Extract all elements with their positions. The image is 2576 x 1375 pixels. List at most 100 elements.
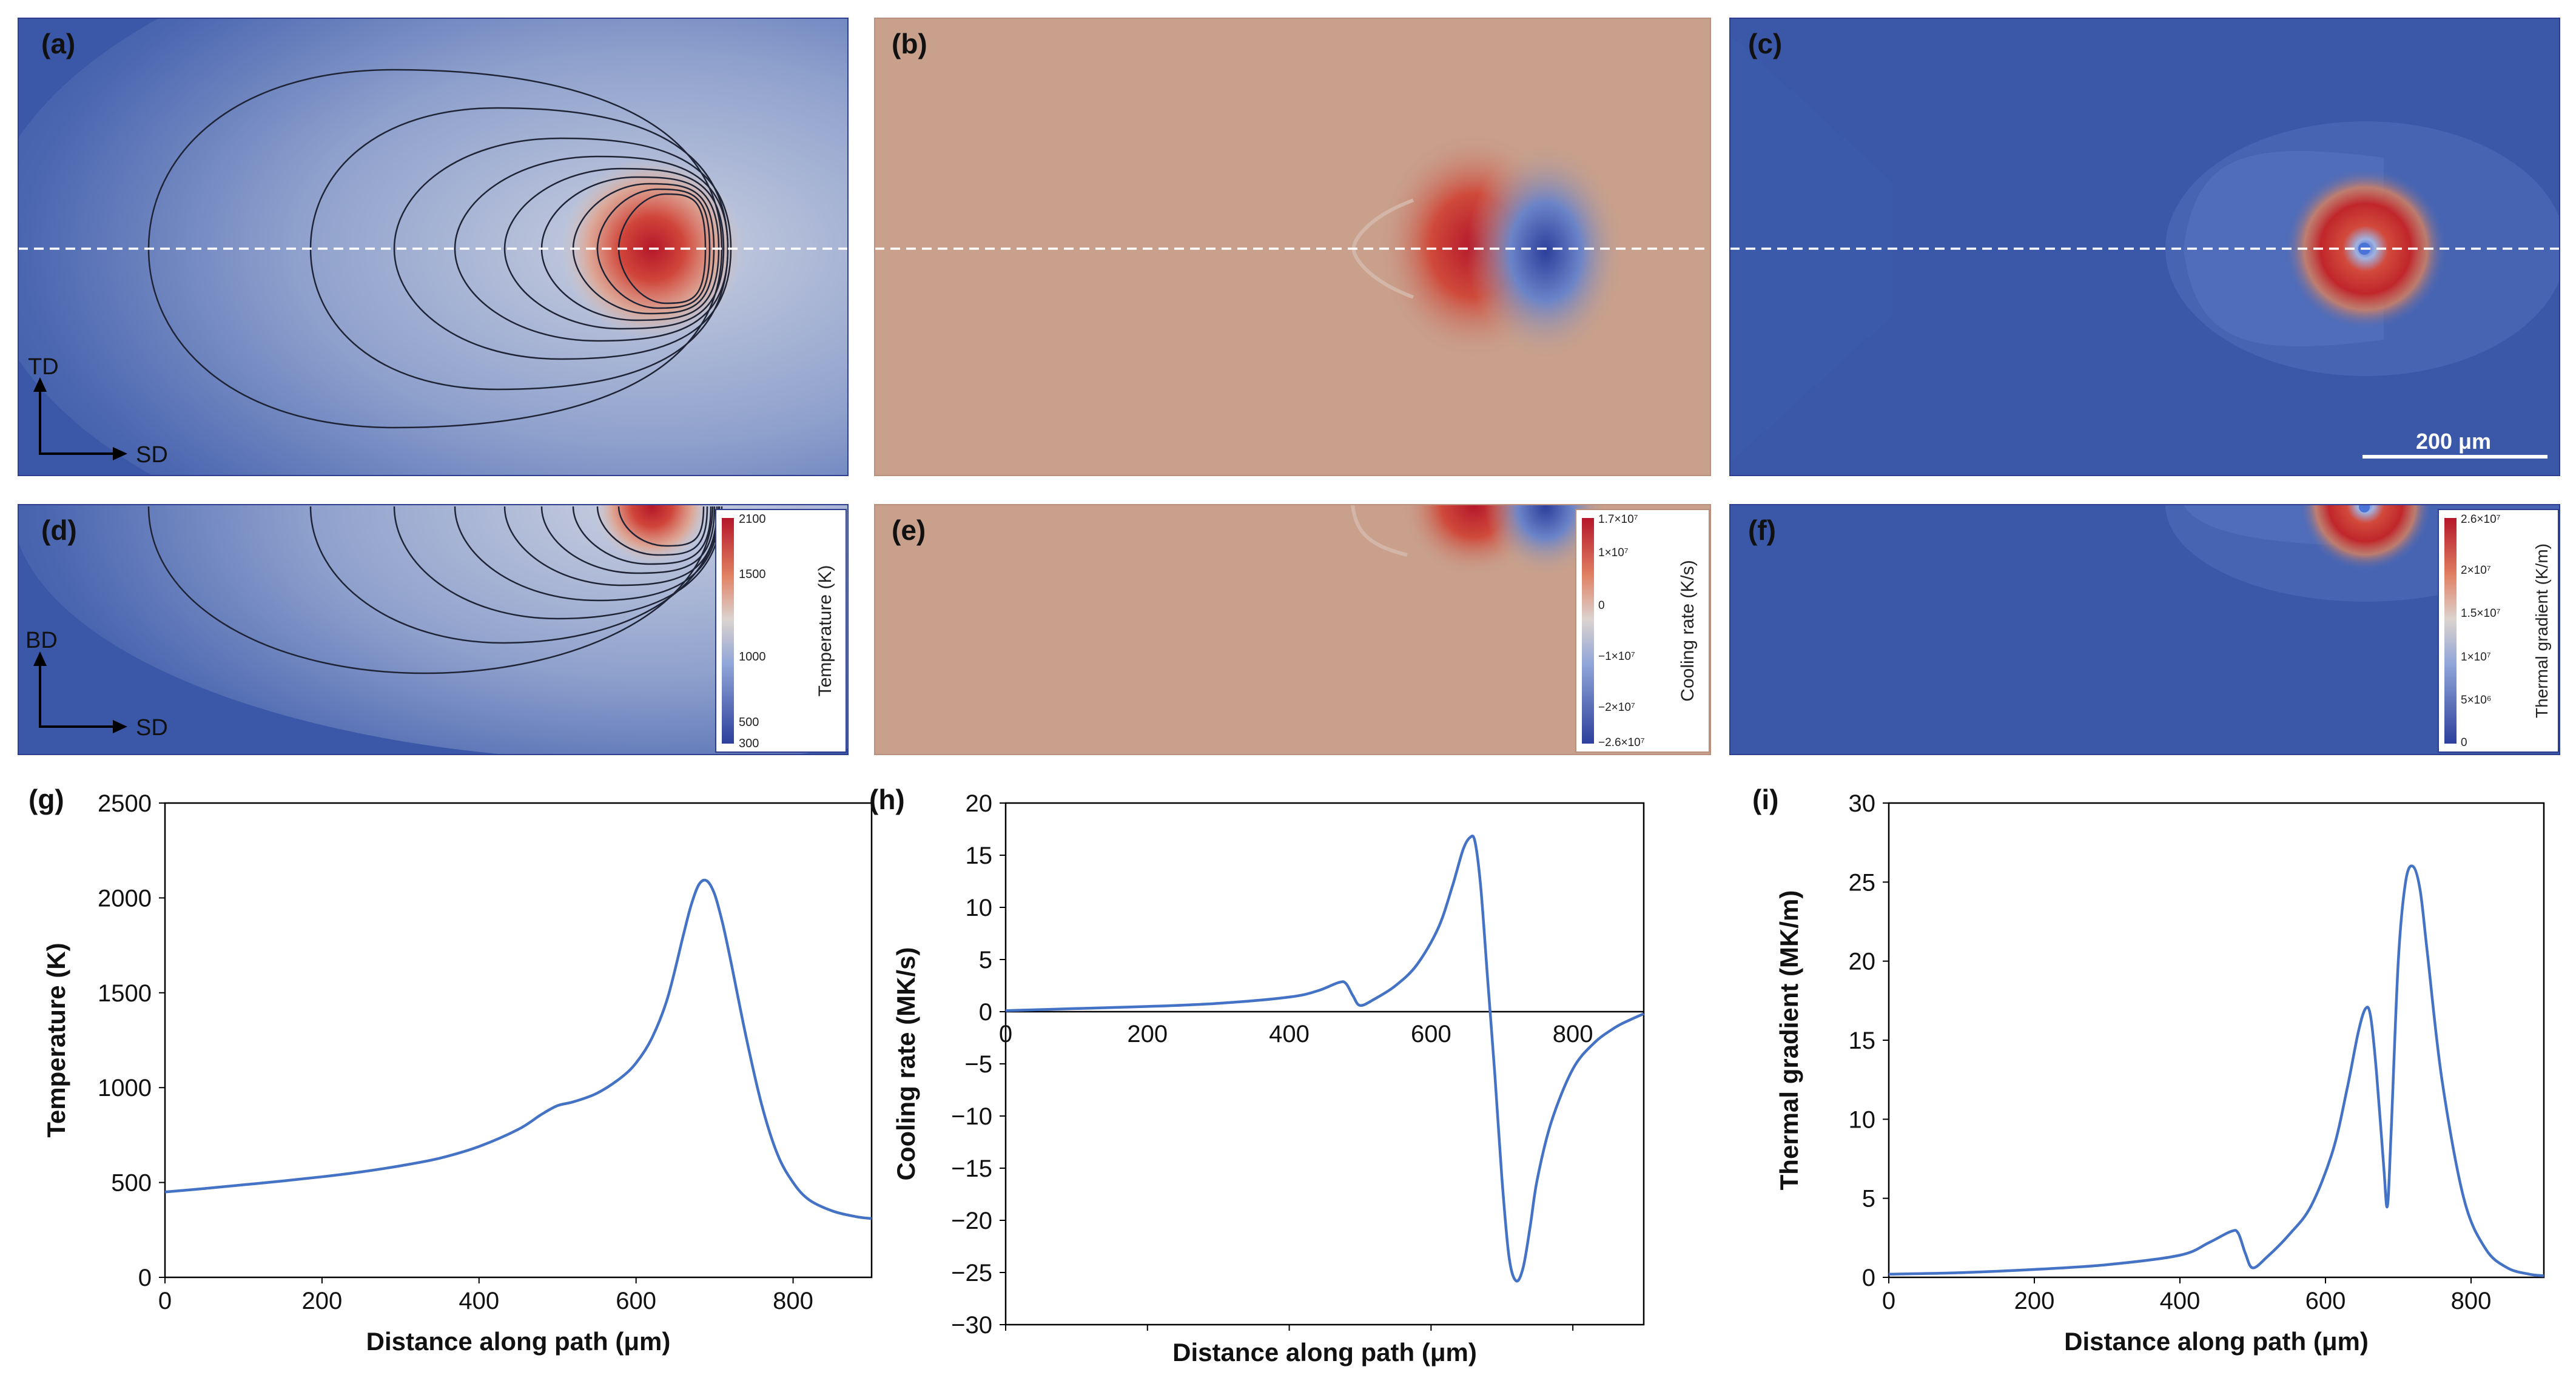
cb-f-tick-3: 1×10⁷ (2461, 651, 2491, 664)
cb-e-tick-3: −1×10⁷ (1598, 650, 1635, 663)
chart-panel-label: (i) (1752, 784, 1778, 815)
chart-panel-label: (g) (29, 784, 64, 815)
panel-b-label: (b) (892, 28, 927, 59)
y-tick-label: 15 (1849, 1027, 1876, 1054)
cb-d-title: Temperature (K) (815, 565, 835, 697)
cb-e-title: Cooling rate (K/s) (1678, 560, 1698, 701)
sd-label-a: SD (136, 442, 168, 468)
panel-e-label: (e) (892, 514, 926, 546)
y-tick-label: −30 (951, 1312, 992, 1339)
cb-e-tick-1: 1×10⁷ (1598, 546, 1629, 559)
chart-panel-label: (h) (869, 784, 905, 815)
y-tick-label: 0 (1862, 1265, 1875, 1291)
x-tick-label: 0 (999, 1021, 1012, 1047)
series-line (1888, 864, 2544, 1277)
y-tick-label: 20 (966, 790, 993, 817)
cb-f-tick-2: 1.5×10⁷ (2461, 607, 2501, 620)
y-tick-label: −20 (951, 1208, 992, 1234)
colorbar-temperature: 2100 1500 1000 500 300 Temperature (K) (715, 509, 847, 753)
cb-e-tick-0: 1.7×10⁷ (1598, 513, 1638, 526)
x-tick-label: 600 (2305, 1288, 2346, 1314)
colorbar-thermal-gradient: 2.6×10⁷ 2×10⁷ 1.5×10⁷ 1×10⁷ 5×10⁶ 0 Ther… (2438, 509, 2559, 753)
cb-f-tick-0: 2.6×10⁷ (2461, 513, 2501, 526)
panel-f-gradient-map (1730, 505, 2560, 755)
x-tick-label: 800 (2451, 1288, 2492, 1314)
y-tick-label: 0 (138, 1265, 152, 1291)
y-tick-label: 10 (966, 895, 993, 921)
y-tick-label: 20 (1849, 949, 1876, 975)
x-tick-label: 400 (2160, 1288, 2201, 1314)
y-tick-label: 0 (979, 999, 992, 1026)
chart-0: (g) 0 500 1000 1500 2000 2500 0 200 400 600 800 Dist… (29, 784, 873, 1356)
x-axis-label: Distance along path (μm) (366, 1327, 671, 1356)
cb-f-tick-1: 2×10⁷ (2461, 564, 2491, 577)
y-tick-label: 15 (966, 842, 993, 869)
cb-f-tick-5: 0 (2461, 736, 2467, 749)
panel-b-cooling-rate-map (875, 18, 1710, 476)
y-tick-label: 1000 (98, 1075, 152, 1101)
cb-e-tick-5: −2.6×10⁷ (1598, 736, 1645, 749)
axis-arrows-d (33, 651, 127, 733)
panel-a-temperature-map (18, 18, 848, 476)
x-tick-label: 200 (1127, 1021, 1168, 1047)
cb-f-tick-4: 5×10⁶ (2461, 694, 2492, 707)
panel-c-label: (c) (1748, 28, 1782, 59)
panel-e-cooling-rate-map (875, 505, 1710, 755)
plot-frame (164, 802, 873, 1279)
x-axis-label: Distance along path (μm) (1172, 1338, 1477, 1367)
y-tick-label: −10 (951, 1103, 992, 1130)
x-tick-label: 400 (459, 1288, 499, 1314)
chart-2: (i) 0 5 10 15 20 25 30 0 200 400 600 800 Distance alo… (1752, 784, 2545, 1356)
cb-f-title: Thermal gradient (K/m) (2532, 543, 2551, 718)
cb-d-tick-2: 1000 (739, 650, 766, 664)
cb-d-tick-4: 300 (739, 737, 759, 750)
series-line (164, 878, 872, 1220)
y-tick-label: 500 (111, 1170, 152, 1197)
cb-e-tick-2: 0 (1598, 599, 1605, 612)
x-tick-label: 600 (1411, 1021, 1451, 1047)
y-tick-label: 30 (1849, 790, 1876, 817)
panel-f-label: (f) (1748, 514, 1776, 546)
x-tick-label: 0 (158, 1288, 172, 1314)
bd-label: BD (25, 628, 58, 653)
y-tick-label: 1500 (98, 980, 152, 1007)
y-axis-label: Thermal gradient (MK/m) (1775, 890, 1803, 1191)
series-line (1005, 835, 1644, 1283)
cb-d-tick-3: 500 (739, 716, 759, 729)
y-tick-label: 10 (1849, 1106, 1876, 1133)
y-axis-label: Temperature (K) (42, 943, 70, 1137)
y-tick-label: −15 (951, 1155, 992, 1182)
y-tick-label: 25 (1849, 869, 1876, 896)
td-label: TD (28, 354, 59, 380)
panel-a-label: (a) (41, 28, 75, 59)
sd-label-d: SD (136, 715, 168, 741)
x-tick-label: 0 (1882, 1288, 1895, 1314)
x-tick-label: 400 (1269, 1021, 1310, 1047)
isotherm-contours-d (147, 506, 723, 674)
axis-arrows-a (33, 377, 127, 460)
panel-d-label: (d) (41, 514, 77, 546)
y-tick-label: 2000 (98, 885, 152, 912)
y-tick-label: −25 (951, 1260, 992, 1286)
x-tick-label: 800 (773, 1288, 813, 1314)
cb-e-tick-4: −2×10⁷ (1598, 701, 1635, 714)
plot-frame (1888, 802, 2545, 1279)
scale-bar-label: 200 μm (2416, 429, 2491, 454)
panel-d-temperature-map (18, 505, 848, 755)
y-tick-label: 5 (979, 947, 992, 973)
x-tick-label: 800 (1553, 1021, 1593, 1047)
x-tick-label: 600 (616, 1288, 656, 1314)
cb-d-tick-0: 2100 (739, 513, 766, 526)
y-axis-label: Cooling rate (MK/s) (892, 947, 920, 1181)
cb-d-tick-1: 1500 (739, 568, 766, 581)
x-tick-label: 200 (302, 1288, 343, 1314)
y-tick-label: 2500 (98, 790, 152, 817)
plot-frame (1004, 802, 1645, 1326)
x-tick-label: 200 (2014, 1288, 2055, 1314)
colorbar-cooling-rate: 1.7×10⁷ 1×10⁷ 0 −1×10⁷ −2×10⁷ −2.6×10⁷ C… (1575, 509, 1710, 753)
x-axis-label: Distance along path (μm) (2064, 1327, 2369, 1356)
panel-c-gradient-map (1730, 18, 2560, 476)
